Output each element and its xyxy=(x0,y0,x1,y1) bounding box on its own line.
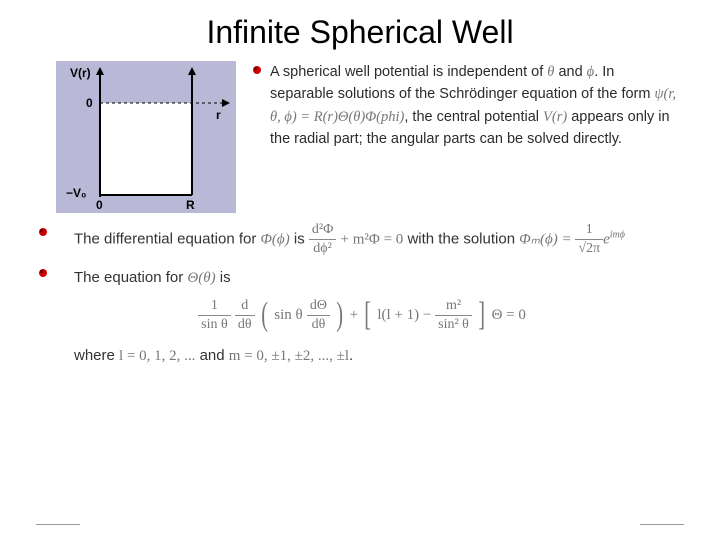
p2-e: e xyxy=(603,231,610,247)
lbracket-icon: [ xyxy=(364,298,371,332)
d: dθ xyxy=(235,316,255,332)
p3-a: The equation for xyxy=(74,269,187,286)
n: d xyxy=(235,299,255,316)
y-arrow xyxy=(96,67,104,75)
num: 1 xyxy=(575,223,603,240)
d: sin² θ xyxy=(435,316,472,332)
bullet-icon xyxy=(252,65,262,75)
rbracket-icon: ] xyxy=(478,298,485,332)
d: sin θ xyxy=(198,316,231,332)
p4-a: where xyxy=(74,347,119,364)
n: 1 xyxy=(198,299,231,316)
potential-well-diagram: V(r) 0 r −V₀ 0 R xyxy=(56,61,236,213)
p1-vr: V(r) xyxy=(543,109,567,125)
p4-b: and xyxy=(195,347,228,364)
top-row: V(r) 0 r −V₀ 0 R A spherical well potent… xyxy=(0,61,720,213)
x-arrow xyxy=(222,99,230,107)
p2-c: with the solution xyxy=(407,230,519,247)
p1-text: A spherical well potential is independen… xyxy=(270,64,547,80)
p2-sol-lhs: Φₘ(ϕ) = xyxy=(519,231,575,247)
p4-l: l = 0, 1, 2, ... xyxy=(119,348,195,364)
page-title: Infinite Spherical Well xyxy=(0,14,720,51)
p2-sup: imϕ xyxy=(610,229,625,240)
footer-line-right xyxy=(640,524,684,525)
p2-frac2: 1√2π xyxy=(575,223,603,256)
n: m² xyxy=(435,299,472,316)
bullet-icon xyxy=(38,227,48,237)
eq-f1: 1sin θ xyxy=(198,299,231,332)
lparen-icon: ( xyxy=(261,298,268,332)
eq-ll1: l(l + 1) − xyxy=(377,307,435,323)
origin-label: 0 xyxy=(96,198,103,212)
eq-plus: + xyxy=(350,307,362,323)
p3-b: is xyxy=(216,269,231,286)
rparen-icon: ) xyxy=(336,298,343,332)
p2-eq-mid: + m²Φ = 0 xyxy=(340,231,403,247)
p4-m: m = 0, ±1, ±2, ..., ±l xyxy=(229,348,349,364)
footer-line-left xyxy=(36,524,80,525)
r-label: r xyxy=(216,108,221,122)
nv0-label: −V₀ xyxy=(66,186,86,200)
legendre-equation: 1sin θ ddθ ( sin θ dΘdθ ) + [ l(l + 1) −… xyxy=(74,298,650,332)
p4-c: . xyxy=(349,347,353,364)
p2-phi: Φ(ϕ) xyxy=(261,231,290,247)
p1-d: , the central potential xyxy=(404,109,543,125)
p1-b: and xyxy=(554,64,586,80)
paragraph-1: A spherical well potential is independen… xyxy=(270,61,680,151)
den: dϕ² xyxy=(309,240,336,256)
eq-f3: dΘdθ xyxy=(307,299,330,332)
eq-f4: m²sin² θ xyxy=(435,299,472,332)
p2-b: is xyxy=(290,230,309,247)
right-arrow xyxy=(188,67,196,75)
p2-a: The differential equation for xyxy=(74,230,261,247)
zero-label: 0 xyxy=(86,96,93,110)
den: √2π xyxy=(575,240,603,256)
d: dθ xyxy=(307,316,330,332)
eq-tail: Θ = 0 xyxy=(492,307,526,323)
well-rect xyxy=(100,103,192,195)
bullet-2: The differential equation for Φ(ϕ) is d²… xyxy=(56,223,650,256)
v-label: V(r) xyxy=(70,66,91,80)
n: dΘ xyxy=(307,299,330,316)
bullet-icon xyxy=(38,268,48,278)
p2-frac1: d²Φdϕ² xyxy=(309,223,336,256)
num: d²Φ xyxy=(309,223,336,240)
bullet-list: The differential equation for Φ(ϕ) is d²… xyxy=(0,213,720,370)
eq-f2: ddθ xyxy=(235,299,255,332)
R-label: R xyxy=(186,198,195,212)
bullet-3: The equation for Θ(θ) is 1sin θ ddθ ( si… xyxy=(56,264,650,370)
well-svg: V(r) 0 r −V₀ 0 R xyxy=(56,61,236,213)
eq-sin: sin θ xyxy=(274,307,302,323)
p3-theta: Θ(θ) xyxy=(187,270,215,286)
